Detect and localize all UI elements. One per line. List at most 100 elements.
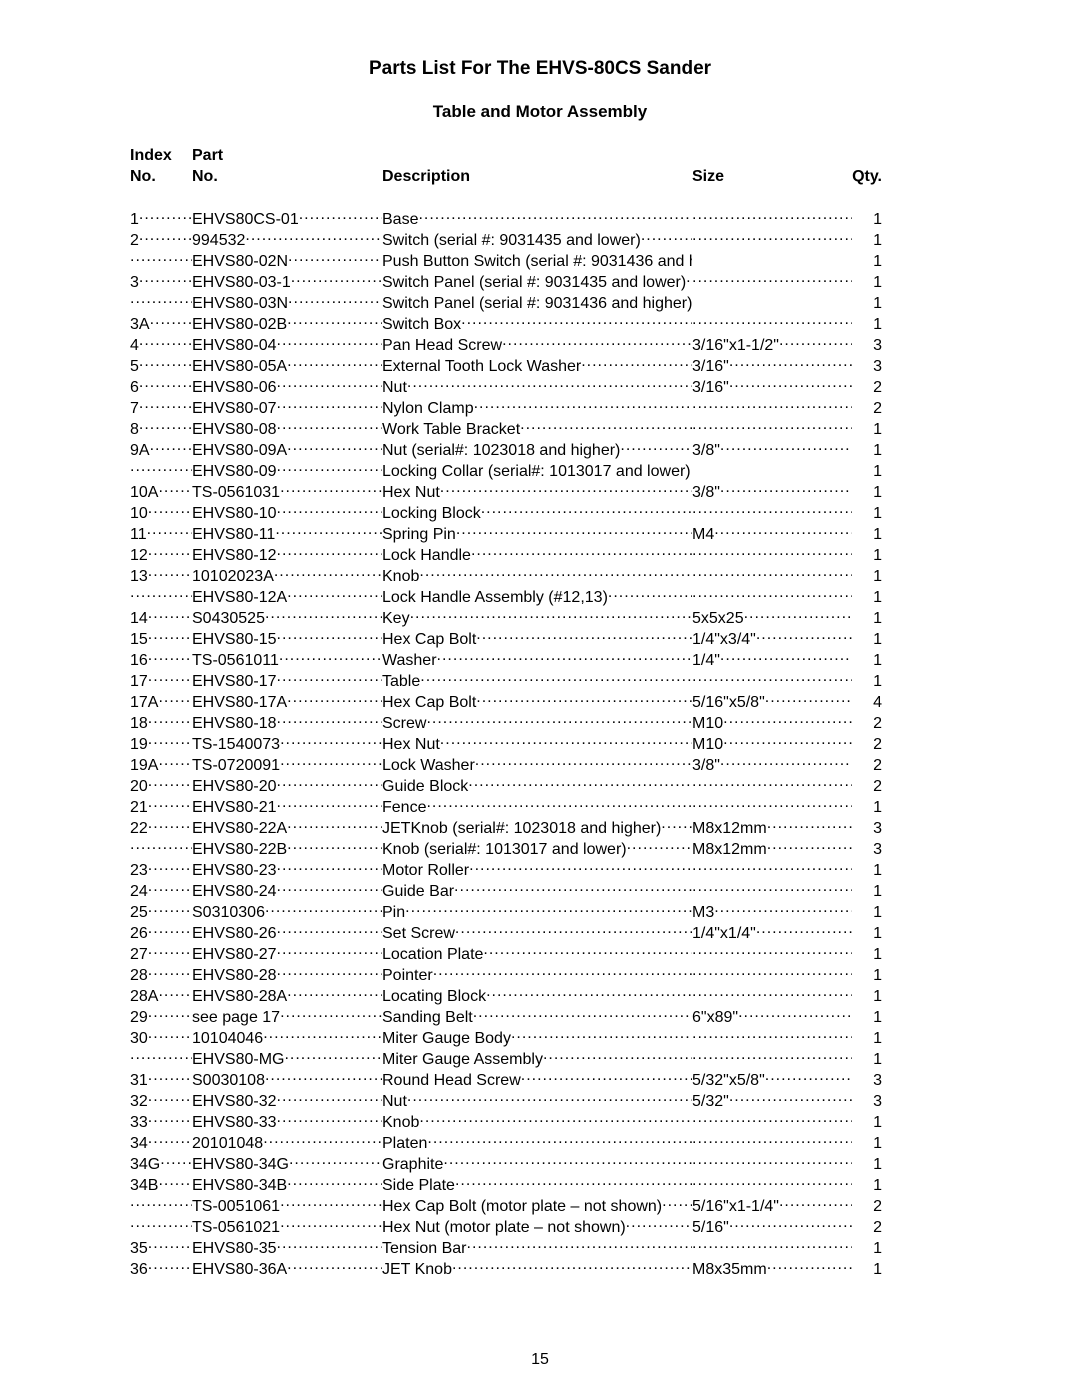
cell-desc: Round Head Screw — [382, 1071, 521, 1090]
table-row: 20EHVS80-20Guide Block2 — [130, 775, 950, 796]
cell-part: TS-0561021 — [192, 1218, 280, 1237]
cell-qty: 1 — [852, 210, 882, 229]
cell-index: 33 — [130, 1113, 148, 1132]
cell-part: EHVS80-08 — [192, 420, 277, 439]
cell-qty: 1 — [852, 1260, 882, 1279]
cell-index: 2 — [130, 231, 139, 250]
cell-part: EHVS80-15 — [192, 630, 277, 649]
cell-part: EHVS80-03-1 — [192, 273, 291, 292]
cell-desc: Washer — [382, 651, 437, 670]
cell-part: EHVS80-32 — [192, 1092, 277, 1111]
cell-part: EHVS80-21 — [192, 798, 277, 817]
cell-qty: 1 — [852, 1176, 882, 1195]
cell-size: 3/8" — [692, 441, 720, 460]
cell-qty: 3 — [852, 840, 882, 859]
cell-size: 3/8" — [692, 483, 720, 502]
cell-size: M8x12mm — [692, 819, 767, 838]
table-row: 8EHVS80-08Work Table Bracket1 — [130, 418, 950, 439]
cell-part: EHVS80-05A — [192, 357, 287, 376]
cell-qty: 3 — [852, 336, 882, 355]
table-row: 34BEHVS80-34BSide Plate1 — [130, 1174, 950, 1195]
cell-qty: 2 — [852, 714, 882, 733]
cell-qty: 1 — [852, 903, 882, 922]
cell-desc: JETKnob (serial#: 1023018 and higher) — [382, 819, 661, 838]
cell-part: EHVS80-26 — [192, 924, 277, 943]
cell-desc: Locking Collar (serial#: 1013017 and low… — [382, 462, 691, 481]
table-row: 25S0310306PinM31 — [130, 901, 950, 922]
table-row: 14S0430525Key5x5x251 — [130, 607, 950, 628]
parts-table: Index Part No. No. Description Size Qty.… — [130, 144, 950, 1279]
cell-desc: Switch Panel (serial #: 9031435 and lowe… — [382, 273, 686, 292]
cell-size: M3 — [692, 903, 714, 922]
cell-index: 19A — [130, 756, 158, 775]
cell-desc: Lock Handle Assembly (#12,13) — [382, 588, 608, 607]
cell-size: M8x35mm — [692, 1260, 767, 1279]
cell-desc: Hex Cap Bolt — [382, 630, 476, 649]
table-row: 3420101048Platen1 — [130, 1132, 950, 1153]
cell-qty: 1 — [852, 525, 882, 544]
cell-part: EHVS80-34G — [192, 1155, 289, 1174]
cell-desc: Knob — [382, 1113, 419, 1132]
cell-qty: 1 — [852, 441, 882, 460]
table-row: 10EHVS80-10Locking Block1 — [130, 502, 950, 523]
cell-desc: Miter Gauge Body — [382, 1029, 511, 1048]
cell-index: 26 — [130, 924, 148, 943]
cell-qty: 4 — [852, 693, 882, 712]
cell-size: 5x5x25 — [692, 609, 744, 628]
cell-qty: 1 — [852, 987, 882, 1006]
cell-qty: 1 — [852, 1134, 882, 1153]
cell-part: see page 17 — [192, 1008, 280, 1027]
cell-index: 21 — [130, 798, 148, 817]
table-row: EHVS80-03NSwitch Panel (serial #: 903143… — [130, 292, 950, 313]
cell-desc: Location Plate — [382, 945, 483, 964]
cell-part: S0310306 — [192, 903, 265, 922]
table-row: 35EHVS80-35Tension Bar1 — [130, 1237, 950, 1258]
cell-part: EHVS80-18 — [192, 714, 277, 733]
cell-index: 6 — [130, 378, 139, 397]
cell-desc: Table — [382, 672, 420, 691]
cell-desc: Base — [382, 210, 418, 229]
cell-part: EHVS80-33 — [192, 1113, 277, 1132]
cell-desc: Fence — [382, 798, 426, 817]
cell-part: EHVS80-07 — [192, 399, 277, 418]
cell-size: 6"x89" — [692, 1008, 738, 1027]
cell-size: 1/4"x1/4" — [692, 924, 756, 943]
cell-desc: Hex Nut — [382, 483, 440, 502]
cell-qty: 1 — [852, 672, 882, 691]
cell-desc: Locating Block — [382, 987, 486, 1006]
cell-desc: Locking Block — [382, 504, 481, 523]
table-row: 33EHVS80-33Knob1 — [130, 1111, 950, 1132]
cell-part: EHVS80-24 — [192, 882, 277, 901]
table-row: 9AEHVS80-09ANut (serial#: 1023018 and hi… — [130, 439, 950, 460]
cell-part: 20101048 — [192, 1134, 263, 1153]
cell-desc: Switch (serial #: 9031435 and lower) — [382, 231, 641, 250]
cell-size: 1/4" — [692, 651, 720, 670]
table-row: 3AEHVS80-02BSwitch Box1 — [130, 313, 950, 334]
table-row: 36EHVS80-36AJET KnobM8x35mm1 — [130, 1258, 950, 1279]
table-row: 10ATS-0561031Hex Nut3/8"1 — [130, 481, 950, 502]
cell-index: 35 — [130, 1239, 148, 1258]
cell-index: 23 — [130, 861, 148, 880]
cell-index: 3A — [130, 315, 150, 334]
cell-part: EHVS80-35 — [192, 1239, 277, 1258]
cell-qty: 1 — [852, 1155, 882, 1174]
cell-desc: Spring Pin — [382, 525, 456, 544]
cell-index: 7 — [130, 399, 139, 418]
cell-desc: Pan Head Screw — [382, 336, 502, 355]
cell-part: TS-0561031 — [192, 483, 280, 502]
cell-qty: 2 — [852, 399, 882, 418]
cell-index: 28A — [130, 987, 158, 1006]
cell-index: 24 — [130, 882, 148, 901]
cell-part: EHVS80-23 — [192, 861, 277, 880]
cell-desc: Guide Block — [382, 777, 468, 796]
table-row: 3EHVS80-03-1Switch Panel (serial #: 9031… — [130, 271, 950, 292]
cell-size: 3/16" — [692, 378, 729, 397]
cell-part: EHVS80-09A — [192, 441, 287, 460]
cell-desc: Set Screw — [382, 924, 455, 943]
cell-desc: Lock Handle — [382, 546, 471, 565]
cell-desc: Hex Cap Bolt (motor plate – not shown) — [382, 1197, 662, 1216]
cell-qty: 2 — [852, 1218, 882, 1237]
cell-qty: 1 — [852, 1008, 882, 1027]
cell-desc: Sanding Belt — [382, 1008, 473, 1027]
cell-index: 8 — [130, 420, 139, 439]
